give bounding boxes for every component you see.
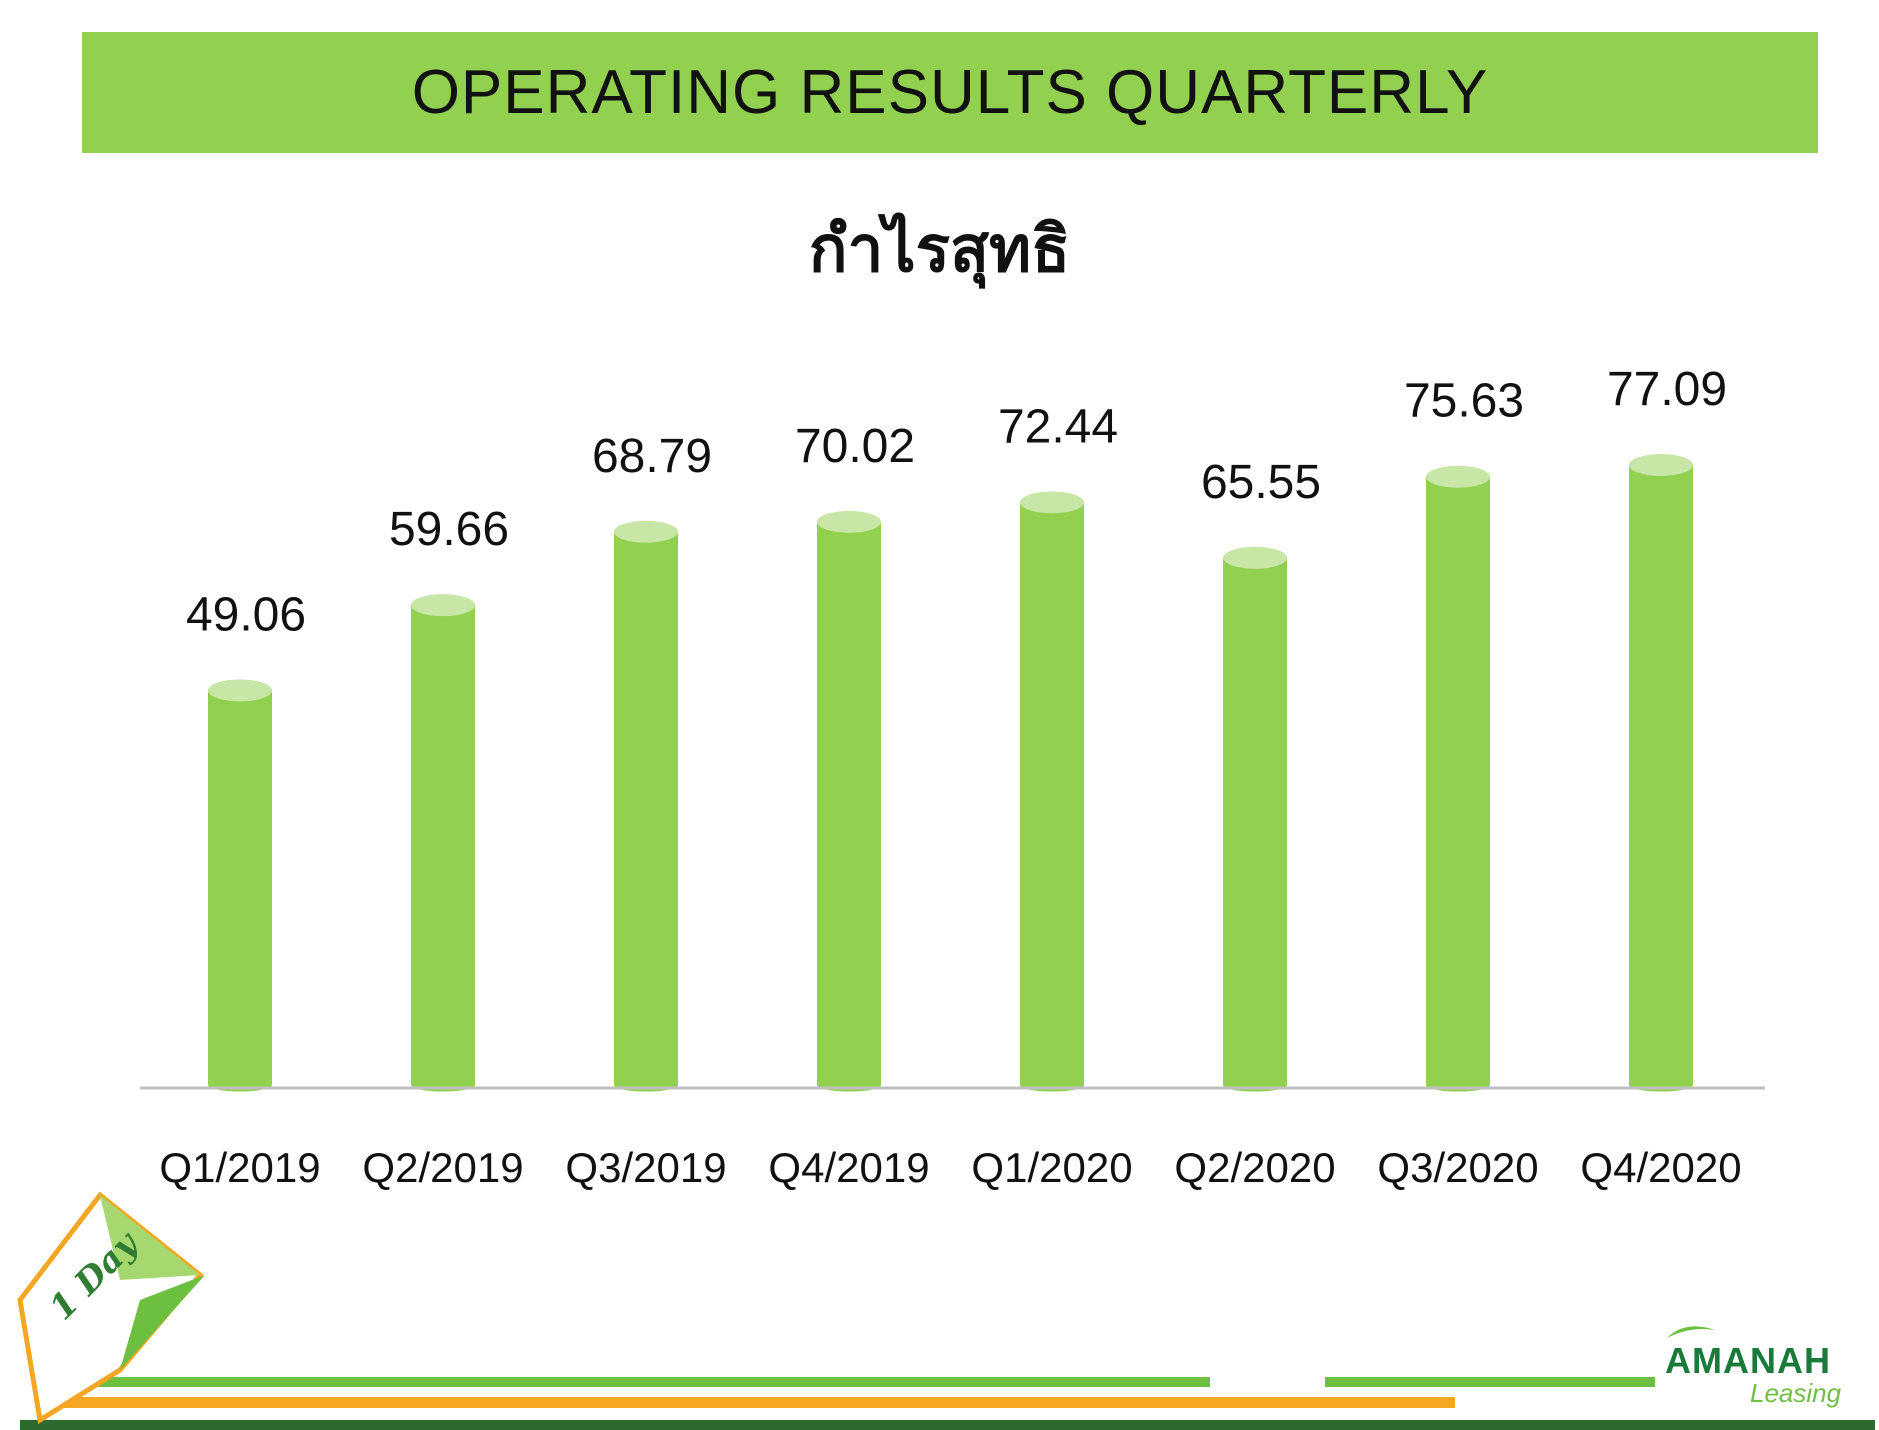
x-tick-label: Q2/2020 bbox=[1174, 1144, 1335, 1191]
bar-Q4/2020 bbox=[1629, 454, 1693, 1092]
x-tick-label: Q4/2019 bbox=[768, 1144, 929, 1191]
bar-Q2/2019 bbox=[411, 594, 475, 1092]
bar-body bbox=[1020, 502, 1084, 1086]
logo-wordmark: AMANAH bbox=[1665, 1340, 1831, 1381]
chart-title: กำไรสุทธิ bbox=[808, 213, 1071, 287]
data-label: 68.79 bbox=[592, 430, 712, 483]
footer-green-stripe-right bbox=[1325, 1377, 1655, 1387]
bar-body bbox=[614, 531, 678, 1085]
data-label: 75.63 bbox=[1404, 375, 1524, 428]
data-label: 65.55 bbox=[1201, 456, 1321, 509]
data-label: 72.44 bbox=[998, 400, 1118, 453]
bar-cap bbox=[411, 594, 475, 617]
one-day-badge bbox=[17, 1191, 205, 1425]
bar-cap bbox=[1020, 491, 1084, 514]
x-tick-label: Q3/2020 bbox=[1377, 1144, 1538, 1191]
title-banner: OPERATING RESULTS QUARTERLY bbox=[82, 32, 1818, 153]
x-tick-label: Q1/2019 bbox=[159, 1144, 320, 1191]
x-tick-label: Q2/2019 bbox=[362, 1144, 523, 1191]
company-logo: AMANAH Leasing bbox=[1665, 1326, 1841, 1408]
data-label: 70.02 bbox=[795, 420, 915, 473]
data-label: 49.06 bbox=[186, 588, 306, 641]
x-tick-label: Q3/2019 bbox=[565, 1144, 726, 1191]
bar-body bbox=[1426, 476, 1490, 1085]
bar-cap bbox=[1426, 465, 1490, 488]
bar-cap bbox=[1223, 546, 1287, 569]
bar-body bbox=[1223, 557, 1287, 1085]
x-tick-label: Q1/2020 bbox=[971, 1144, 1132, 1191]
bar-body bbox=[1629, 465, 1693, 1085]
bar-Q4/2019 bbox=[817, 510, 881, 1092]
bar-cap bbox=[817, 510, 881, 533]
footer-orange-stripe bbox=[60, 1397, 1455, 1408]
leaf-icon bbox=[1667, 1326, 1715, 1338]
footer-darkgreen-stripe bbox=[20, 1420, 1875, 1430]
bar-body bbox=[817, 521, 881, 1085]
data-label: 77.09 bbox=[1607, 363, 1727, 416]
logo-subtitle: Leasing bbox=[1750, 1378, 1842, 1408]
footer-green-stripe bbox=[95, 1377, 1210, 1387]
bar-cap bbox=[614, 520, 678, 543]
x-tick-label: Q4/2020 bbox=[1580, 1144, 1741, 1191]
bar-cap bbox=[1629, 454, 1693, 476]
bar-body bbox=[411, 605, 475, 1085]
data-label: 59.66 bbox=[389, 503, 509, 556]
page-title: OPERATING RESULTS QUARTERLY bbox=[411, 58, 1489, 127]
bar-cap bbox=[208, 679, 272, 702]
bar-body bbox=[208, 690, 272, 1085]
bar-Q3/2020 bbox=[1426, 465, 1490, 1092]
